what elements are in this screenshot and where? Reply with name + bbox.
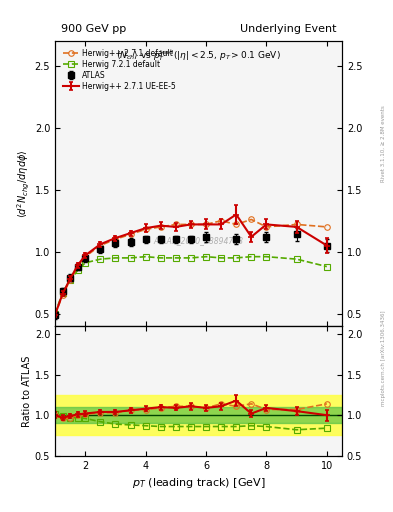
Herwig++ 2.7.1 default bbox=[68, 277, 72, 283]
Line: Herwig++ 2.7.1 default: Herwig++ 2.7.1 default bbox=[52, 217, 330, 318]
Text: 900 GeV pp: 900 GeV pp bbox=[61, 24, 126, 34]
Herwig 7.2.1 default bbox=[98, 256, 103, 262]
Text: ATLAS_2010_S8894728: ATLAS_2010_S8894728 bbox=[153, 236, 244, 245]
Text: Underlying Event: Underlying Event bbox=[240, 24, 336, 34]
Herwig++ 2.7.1 default bbox=[113, 236, 118, 242]
Y-axis label: Ratio to ATLAS: Ratio to ATLAS bbox=[22, 355, 32, 426]
Text: Rivet 3.1.10, ≥ 2.8M events: Rivet 3.1.10, ≥ 2.8M events bbox=[381, 105, 386, 182]
Herwig 7.2.1 default bbox=[294, 256, 299, 262]
Herwig++ 2.7.1 default bbox=[234, 221, 239, 227]
Herwig 7.2.1 default bbox=[143, 253, 148, 260]
Herwig++ 2.7.1 default bbox=[128, 231, 133, 238]
Herwig 7.2.1 default bbox=[128, 255, 133, 261]
Herwig 7.2.1 default bbox=[219, 255, 224, 261]
Herwig 7.2.1 default bbox=[234, 255, 239, 261]
Herwig 7.2.1 default bbox=[75, 267, 80, 273]
Herwig 7.2.1 default bbox=[158, 255, 163, 261]
Herwig++ 2.7.1 default bbox=[143, 226, 148, 232]
Line: Herwig 7.2.1 default: Herwig 7.2.1 default bbox=[52, 254, 330, 316]
Herwig 7.2.1 default bbox=[264, 253, 269, 260]
Herwig++ 2.7.1 default bbox=[294, 221, 299, 227]
Herwig++ 2.7.1 default bbox=[173, 221, 178, 227]
Herwig++ 2.7.1 default bbox=[53, 312, 57, 318]
Herwig 7.2.1 default bbox=[53, 311, 57, 317]
Herwig 7.2.1 default bbox=[68, 277, 72, 283]
Herwig 7.2.1 default bbox=[60, 290, 65, 296]
Y-axis label: $\langle d^2 N_{chg}/d\eta d\phi \rangle$: $\langle d^2 N_{chg}/d\eta d\phi \rangle… bbox=[16, 149, 32, 218]
Herwig++ 2.7.1 default bbox=[204, 221, 208, 227]
Herwig 7.2.1 default bbox=[249, 253, 253, 260]
Text: mcplots.cern.ch [arXiv:1306.3436]: mcplots.cern.ch [arXiv:1306.3436] bbox=[381, 311, 386, 406]
Herwig++ 2.7.1 default bbox=[98, 242, 103, 248]
X-axis label: $p_T$ (leading track) [GeV]: $p_T$ (leading track) [GeV] bbox=[132, 476, 265, 490]
Bar bbox=[55, 407, 342, 423]
Herwig 7.2.1 default bbox=[325, 264, 329, 270]
Text: $\langle N_{ch}\rangle$ vs $p_T^{\rm lead}$($|\eta| < 2.5$, $p_T > 0.1$ GeV): $\langle N_{ch}\rangle$ vs $p_T^{\rm lea… bbox=[116, 48, 281, 63]
Herwig++ 2.7.1 default bbox=[83, 253, 88, 260]
Herwig 7.2.1 default bbox=[83, 260, 88, 266]
Herwig++ 2.7.1 default bbox=[60, 292, 65, 298]
Herwig++ 2.7.1 default bbox=[264, 224, 269, 230]
Herwig 7.2.1 default bbox=[173, 255, 178, 261]
Herwig 7.2.1 default bbox=[189, 255, 193, 261]
Herwig++ 2.7.1 default bbox=[75, 264, 80, 270]
Herwig++ 2.7.1 default bbox=[249, 217, 253, 223]
Herwig++ 2.7.1 default bbox=[325, 224, 329, 230]
Herwig 7.2.1 default bbox=[204, 253, 208, 260]
Herwig++ 2.7.1 default bbox=[158, 224, 163, 230]
Herwig 7.2.1 default bbox=[113, 255, 118, 261]
Legend: Herwig++ 2.7.1 default, Herwig 7.2.1 default, ATLAS, Herwig++ 2.7.1 UE-EE-5: Herwig++ 2.7.1 default, Herwig 7.2.1 def… bbox=[62, 48, 177, 92]
Bar bbox=[55, 395, 342, 435]
Herwig++ 2.7.1 default bbox=[189, 221, 193, 227]
Herwig++ 2.7.1 default bbox=[219, 218, 224, 224]
